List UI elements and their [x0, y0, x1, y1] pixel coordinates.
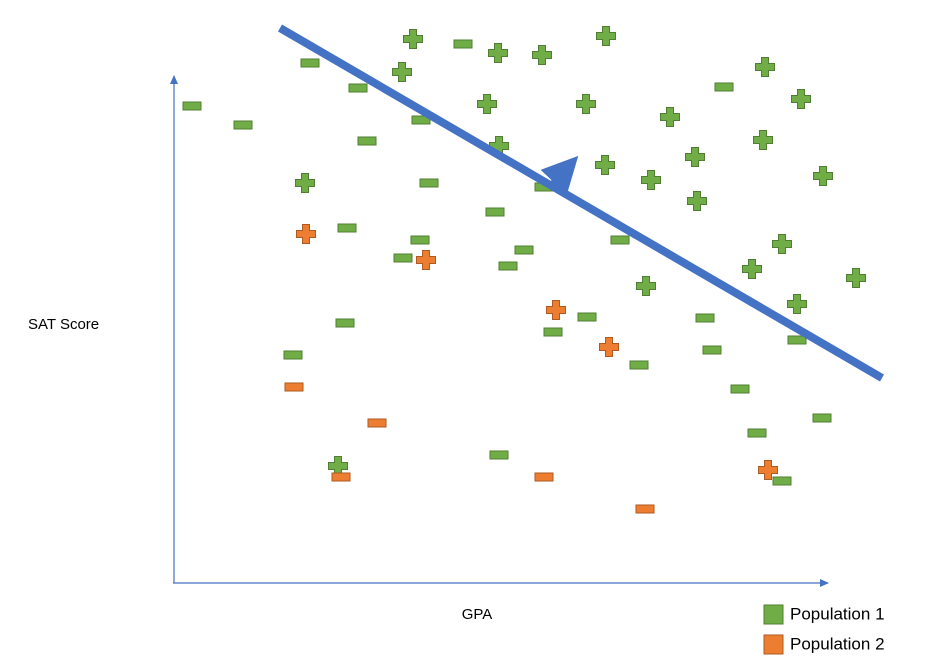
minus-point [233, 120, 253, 130]
legend-swatch [763, 634, 784, 655]
plus-point [685, 147, 705, 167]
plus-point [755, 57, 775, 77]
minus-point [543, 327, 563, 337]
minus-point [772, 476, 792, 486]
minus-point [284, 382, 304, 392]
legend-label: Population 2 [790, 634, 885, 653]
minus-point [337, 223, 357, 233]
plus-point [403, 29, 423, 49]
minus-point [635, 504, 655, 514]
minus-point [730, 384, 750, 394]
minus-point [629, 360, 649, 370]
minus-point [348, 83, 368, 93]
plus-point [595, 155, 615, 175]
minus-point [714, 82, 734, 92]
plus-point [791, 89, 811, 109]
plus-point [295, 173, 315, 193]
minus-point [410, 235, 430, 245]
plus-point [596, 26, 616, 46]
plus-point [599, 337, 619, 357]
minus-point [367, 418, 387, 428]
plus-point [772, 234, 792, 254]
minus-point [498, 261, 518, 271]
plus-point [687, 191, 707, 211]
minus-point [702, 345, 722, 355]
decision-boundary [277, 24, 885, 382]
plus-point [546, 300, 566, 320]
plus-point [416, 250, 436, 270]
plus-point [641, 170, 661, 190]
minus-point [514, 245, 534, 255]
minus-point [419, 178, 439, 188]
minus-point [787, 335, 807, 345]
minus-point [283, 350, 303, 360]
legend-label: Population 1 [790, 604, 885, 623]
plus-point [576, 94, 596, 114]
minus-point [357, 136, 377, 146]
minus-point [812, 413, 832, 423]
plus-point [758, 460, 778, 480]
minus-point [453, 39, 473, 49]
plus-point [532, 45, 552, 65]
minus-point [393, 253, 413, 263]
minus-point [300, 58, 320, 68]
plus-point [742, 259, 762, 279]
normal-vector [540, 155, 579, 195]
minus-point [411, 115, 431, 125]
points [182, 26, 866, 514]
minus-point [610, 235, 630, 245]
plus-point [846, 268, 866, 288]
plus-point [488, 43, 508, 63]
minus-point [485, 207, 505, 217]
legend-swatch [763, 604, 784, 625]
minus-point [747, 428, 767, 438]
x-axis-label: GPA [462, 606, 493, 623]
plus-point [813, 166, 833, 186]
plus-point [636, 276, 656, 296]
minus-point [182, 101, 202, 111]
plus-point [392, 62, 412, 82]
minus-point [534, 472, 554, 482]
minus-point [577, 312, 597, 322]
plus-point [787, 294, 807, 314]
minus-point [331, 472, 351, 482]
plus-point [660, 107, 680, 127]
minus-point [695, 313, 715, 323]
plus-point [296, 224, 316, 244]
plus-point [477, 94, 497, 114]
minus-point [335, 318, 355, 328]
minus-point [489, 450, 509, 460]
plus-point [753, 130, 773, 150]
y-axis-label: SAT Score [28, 316, 99, 333]
